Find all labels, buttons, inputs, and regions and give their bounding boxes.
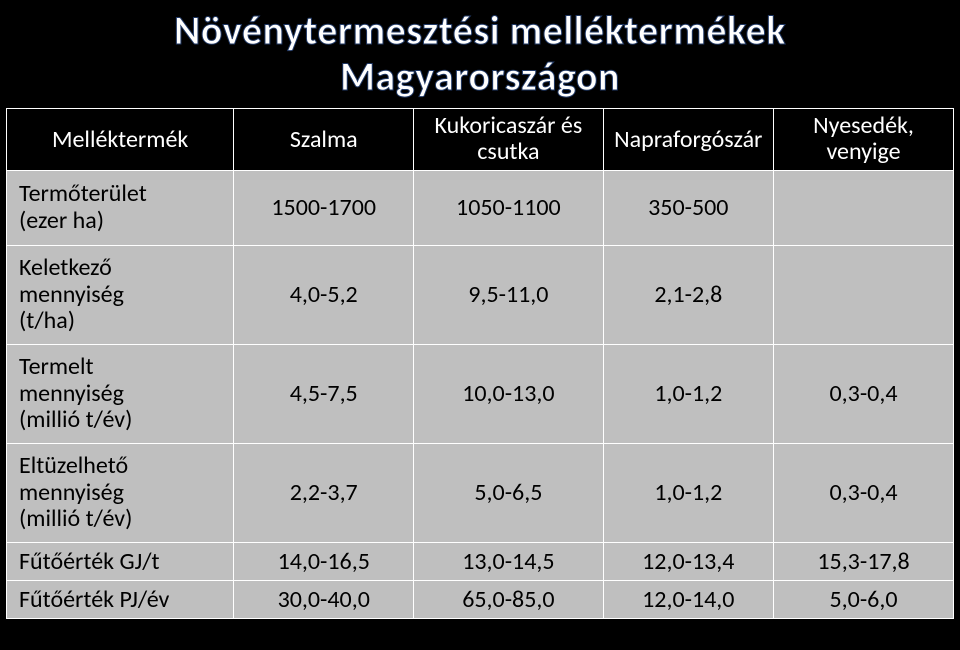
col-header-4-l1: Nyesedék,: [813, 111, 914, 140]
cell: 5,0-6,5: [414, 443, 603, 542]
cell: 4,0-5,2: [234, 245, 414, 344]
cell: 15,3-17,8: [774, 542, 954, 580]
col-header-2: Kukoricaszár és csutka: [414, 109, 603, 171]
row-label-4: Fűtőérték GJ/t: [7, 542, 234, 580]
cell: 2,1-2,8: [603, 245, 773, 344]
cell: [774, 170, 954, 245]
table-wrap: Melléktermék Szalma Kukoricaszár és csut…: [6, 108, 954, 619]
cell: 1500-1700: [234, 170, 414, 245]
row-label-2: Termelt mennyiség (millió t/év): [7, 344, 234, 443]
table-row: Fűtőérték GJ/t 14,0-16,5 13,0-14,5 12,0-…: [7, 542, 954, 580]
col-header-4-l2: venyige: [826, 137, 900, 166]
cell: 9,5-11,0: [414, 245, 603, 344]
title-line-2: Magyarországon: [0, 54, 960, 100]
table-header-row: Melléktermék Szalma Kukoricaszár és csut…: [7, 109, 954, 171]
row-label-3: Eltüzelhető mennyiség (millió t/év): [7, 443, 234, 542]
cell: 1,0-1,2: [603, 344, 773, 443]
table-row: Keletkező mennyiség (t/ha) 4,0-5,2 9,5-1…: [7, 245, 954, 344]
cell: 1050-1100: [414, 170, 603, 245]
cell: 12,0-14,0: [603, 580, 773, 618]
col-header-0: Melléktermék: [7, 109, 234, 171]
row-label-1: Keletkező mennyiség (t/ha): [7, 245, 234, 344]
title-block: Növénytermesztési melléktermékek Magyaro…: [0, 0, 960, 102]
cell: 4,5-7,5: [234, 344, 414, 443]
cell: 2,2-3,7: [234, 443, 414, 542]
cell: 0,3-0,4: [774, 443, 954, 542]
col-header-2-l1: Kukoricaszár és: [435, 111, 583, 140]
cell: 0,3-0,4: [774, 344, 954, 443]
table-row: Termelt mennyiség (millió t/év) 4,5-7,5 …: [7, 344, 954, 443]
byproducts-table: Melléktermék Szalma Kukoricaszár és csut…: [6, 108, 954, 619]
slide: Növénytermesztési melléktermékek Magyaro…: [0, 0, 960, 650]
col-header-1: Szalma: [234, 109, 414, 171]
title-line-1: Növénytermesztési melléktermékek: [0, 8, 960, 54]
cell: 1,0-1,2: [603, 443, 773, 542]
table-row: Eltüzelhető mennyiség (millió t/év) 2,2-…: [7, 443, 954, 542]
cell: 30,0-40,0: [234, 580, 414, 618]
table-row: Fűtőérték PJ/év 30,0-40,0 65,0-85,0 12,0…: [7, 580, 954, 618]
cell: 350-500: [603, 170, 773, 245]
cell: 10,0-13,0: [414, 344, 603, 443]
row-label-5: Fűtőérték PJ/év: [7, 580, 234, 618]
cell: 65,0-85,0: [414, 580, 603, 618]
col-header-3: Napraforgószár: [603, 109, 773, 171]
cell: 5,0-6,0: [774, 580, 954, 618]
cell: 13,0-14,5: [414, 542, 603, 580]
col-header-2-l2: csutka: [477, 137, 539, 166]
cell: [774, 245, 954, 344]
col-header-4: Nyesedék, venyige: [774, 109, 954, 171]
row-label-0: Termőterület (ezer ha): [7, 170, 234, 245]
cell: 14,0-16,5: [234, 542, 414, 580]
cell: 12,0-13,4: [603, 542, 773, 580]
table-row: Termőterület (ezer ha) 1500-1700 1050-11…: [7, 170, 954, 245]
